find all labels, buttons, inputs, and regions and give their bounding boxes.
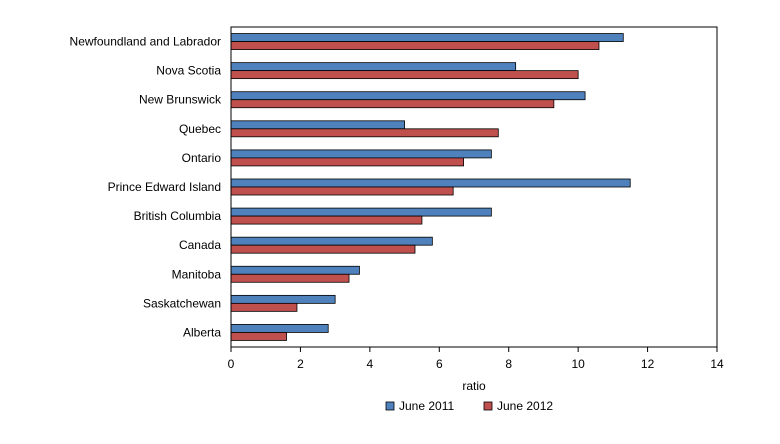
x-tick-label-2: 2	[297, 357, 304, 371]
bars-layer	[230, 33, 631, 341]
category-label-ontario: Ontario	[182, 151, 222, 165]
bar-prince-edward-island-series-2	[230, 186, 454, 196]
legend-swatch-series-2	[483, 401, 493, 411]
x-tick-label-8: 8	[505, 357, 512, 371]
bar-newfoundland-and-labrador-series-2	[230, 41, 600, 50]
bar-saskatchewan-series-1	[230, 294, 336, 304]
bar-alberta-series-2	[230, 332, 287, 341]
bar-canada-series-1	[230, 236, 433, 246]
legend-label-series-1: June 2011	[399, 399, 454, 413]
bar-quebec-series-1	[230, 120, 405, 130]
x-tick-label-4: 4	[367, 357, 374, 371]
bar-british-columbia-series-2	[230, 215, 423, 225]
category-label-prince-edward-island: Prince Edward Island	[108, 180, 221, 194]
category-labels: Newfoundland and Labrador Nova Scotia New …	[70, 35, 222, 340]
category-label-new-brunswick: New Brunswick	[139, 93, 222, 107]
legend-label-series-2: June 2012	[497, 399, 553, 413]
category-label-british-columbia: British Columbia	[134, 209, 222, 223]
category-label-saskatchewan: Saskatchewan	[143, 296, 221, 310]
x-tick-label-10: 10	[571, 357, 585, 371]
legend-swatch-series-1	[385, 401, 395, 411]
category-label-canada: Canada	[179, 238, 221, 252]
bar-ontario-series-1	[230, 149, 492, 159]
bar-manitoba-series-2	[230, 273, 350, 283]
bar-ontario-series-2	[230, 157, 464, 167]
bar-manitoba-series-1	[230, 265, 360, 275]
category-label-nova-scotia: Nova Scotia	[156, 64, 221, 78]
x-tick-label-0: 0	[228, 357, 235, 371]
bar-british-columbia-series-1	[230, 207, 492, 217]
category-label-newfoundland-and-labrador: Newfoundland and Labrador	[70, 35, 221, 49]
bar-new-brunswick-series-1	[230, 91, 586, 101]
x-axis: 0 2 4 6 8 10 12 14	[228, 347, 724, 371]
category-label-manitoba: Manitoba	[172, 267, 222, 281]
category-label-quebec: Quebec	[179, 122, 221, 136]
x-tick-label-14: 14	[710, 357, 724, 371]
bar-nova-scotia-series-2	[230, 70, 579, 80]
legend: June 2011 June 2012	[385, 399, 553, 413]
bar-newfoundland-and-labrador-series-1	[230, 33, 624, 42]
bar-canada-series-2	[230, 244, 416, 254]
bar-saskatchewan-series-2	[230, 302, 298, 312]
bar-prince-edward-island-series-1	[230, 178, 631, 188]
x-tick-label-6: 6	[436, 357, 443, 371]
bar-quebec-series-2	[230, 128, 499, 138]
bar-new-brunswick-series-2	[230, 99, 555, 109]
plot-area-frame	[230, 26, 718, 348]
x-axis-title: ratio	[462, 379, 486, 393]
bar-alberta-series-1	[230, 324, 329, 333]
category-label-alberta: Alberta	[183, 325, 221, 339]
bar-nova-scotia-series-1	[230, 62, 517, 72]
x-tick-label-12: 12	[641, 357, 655, 371]
